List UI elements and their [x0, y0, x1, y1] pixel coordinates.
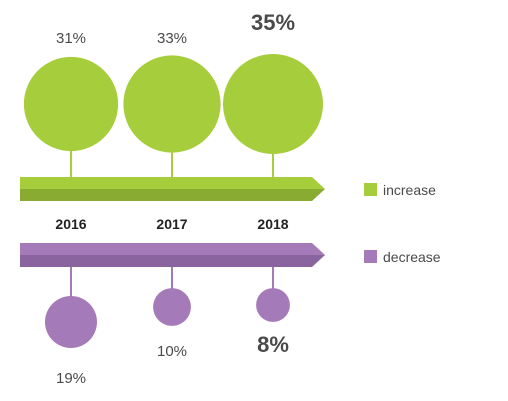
increase-value-label-2017: 33% — [157, 30, 187, 47]
increase-bubble-2018 — [223, 54, 323, 154]
legend-label-decrease: decrease — [383, 249, 441, 265]
increase-bubble-2016 — [23, 56, 119, 152]
decrease-value-label-2016: 19% — [56, 370, 86, 387]
increase-arrow — [20, 177, 325, 201]
increase-bubble-2017 — [123, 55, 221, 153]
increase-value-label-2016: 31% — [56, 30, 86, 47]
year-label-2016: 2016 — [55, 216, 86, 232]
legend-swatch-increase — [364, 183, 377, 196]
decrease-arrow — [20, 243, 325, 267]
decrease-bubble-2018 — [256, 288, 290, 322]
legend-swatch-decrease — [364, 250, 377, 263]
decrease-value-label-2017: 10% — [157, 343, 187, 360]
year-label-2017: 2017 — [156, 216, 187, 232]
decrease-value-label-2018: 8% — [257, 332, 289, 357]
legend-label-increase: increase — [383, 182, 436, 198]
year-label-2018: 2018 — [257, 216, 288, 232]
decrease-bubble-2016 — [45, 296, 97, 348]
increase-value-label-2018: 35% — [251, 10, 295, 35]
decrease-bubble-2017 — [153, 288, 191, 326]
